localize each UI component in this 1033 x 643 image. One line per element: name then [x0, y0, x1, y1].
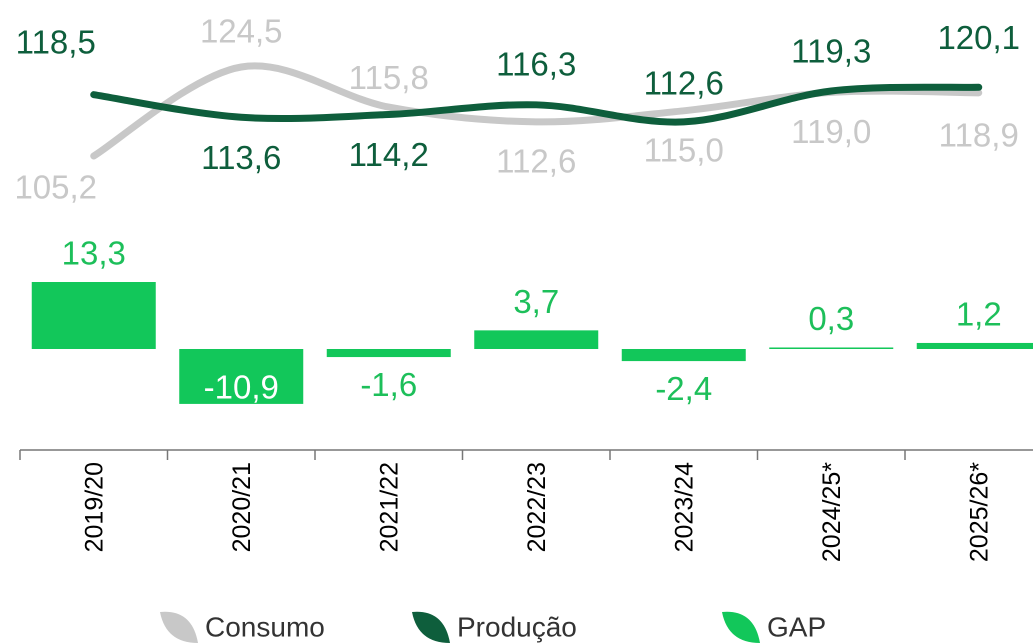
- bar: [31, 282, 156, 349]
- x-tick-label: 2020/21: [228, 462, 256, 552]
- bar: [326, 349, 451, 358]
- x-tick-label: 2021/22: [375, 462, 403, 552]
- bar-value-label: 1,2: [956, 296, 1002, 333]
- line-value-label: 115,8: [349, 59, 429, 96]
- x-tick-label: 2022/23: [523, 462, 551, 552]
- bar-value-label: 3,7: [513, 283, 559, 320]
- bar: [474, 330, 599, 349]
- x-tick-label: 2025/26*: [965, 462, 993, 562]
- line-value-label: 112,6: [644, 65, 724, 102]
- line: [90, 83, 983, 126]
- bar: [916, 342, 1033, 349]
- line-value-label: 120,1: [937, 19, 1020, 56]
- legend-swatch: [722, 611, 760, 643]
- x-tick-label: 2023/24: [670, 462, 698, 552]
- bar-value-label: -10,9: [204, 369, 279, 406]
- line-value-label: 113,6: [201, 139, 281, 176]
- line-value-label: 119,3: [791, 33, 871, 70]
- x-tick-label: 2024/25*: [818, 462, 846, 562]
- x-tick-label: 2019/20: [80, 462, 108, 552]
- bar-value-label: 13,3: [62, 235, 126, 272]
- bar: [769, 347, 894, 349]
- line-value-label: 112,6: [496, 143, 576, 180]
- line-value-label: 116,3: [496, 46, 576, 83]
- line-value-label: 118,5: [16, 23, 96, 60]
- legend-label: GAP: [767, 611, 826, 642]
- line-value-label: 114,2: [349, 136, 429, 173]
- bar-value-label: -1,6: [360, 366, 417, 403]
- legend-label: Consumo: [205, 611, 325, 642]
- legend-swatch: [412, 611, 450, 643]
- line-value-label: 105,2: [14, 169, 97, 206]
- legend-label: Produção: [457, 611, 577, 642]
- line-value-label: 119,0: [791, 113, 871, 150]
- bar: [179, 349, 304, 404]
- line-value-label: 118,9: [939, 117, 1019, 154]
- line-value-label: 115,0: [644, 132, 724, 169]
- bar: [621, 349, 746, 362]
- line-value-label: 124,5: [200, 13, 283, 50]
- legend-swatch: [160, 611, 198, 643]
- bar-value-label: 0,3: [808, 300, 854, 337]
- bar-value-label: -2,4: [655, 370, 712, 407]
